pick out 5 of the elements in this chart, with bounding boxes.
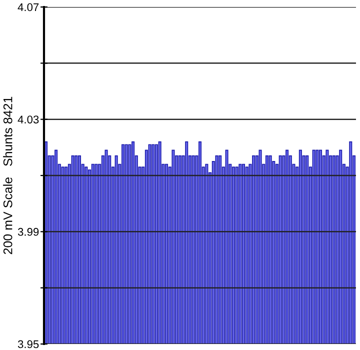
y-axis-title: 200 mV Scale Shunts 8421 [3,96,12,254]
y-tick-label: 4.07 [18,3,39,12]
y-tick-label: 3.99 [18,228,39,236]
y-tick-label: 3.95 [18,340,39,348]
y-tick-label: 4.03 [18,116,39,124]
